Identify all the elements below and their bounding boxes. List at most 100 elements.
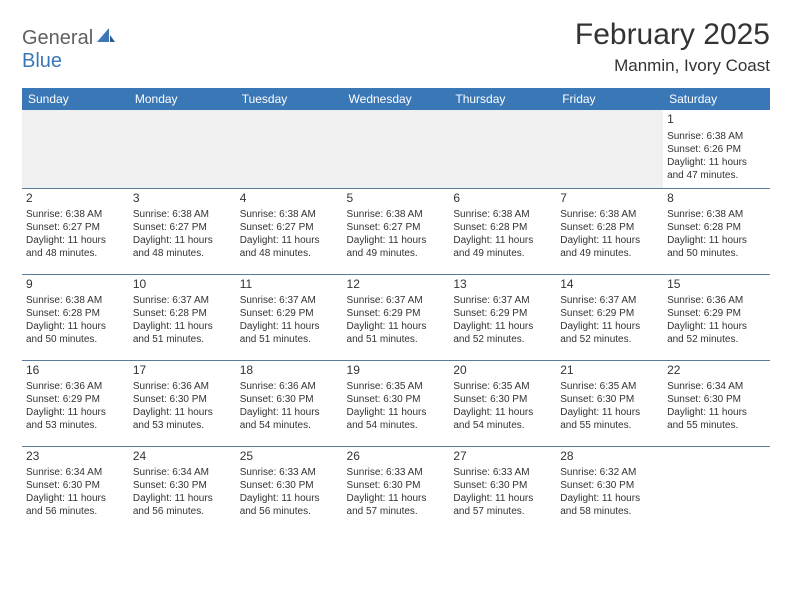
day-number: 7 bbox=[560, 191, 659, 207]
daylight-line: Daylight: 11 hours and 54 minutes. bbox=[240, 406, 339, 432]
calendar-cell: 4Sunrise: 6:38 AMSunset: 6:27 PMDaylight… bbox=[236, 188, 343, 274]
sunset-line: Sunset: 6:28 PM bbox=[453, 221, 552, 234]
day-number: 16 bbox=[26, 363, 125, 379]
daylight-line: Daylight: 11 hours and 50 minutes. bbox=[667, 234, 766, 260]
calendar-cell: 25Sunrise: 6:33 AMSunset: 6:30 PMDayligh… bbox=[236, 446, 343, 532]
logo-text: General Blue bbox=[22, 26, 117, 73]
daylight-line: Daylight: 11 hours and 57 minutes. bbox=[453, 492, 552, 518]
sunset-line: Sunset: 6:29 PM bbox=[453, 307, 552, 320]
sunset-line: Sunset: 6:30 PM bbox=[453, 479, 552, 492]
daylight-line: Daylight: 11 hours and 49 minutes. bbox=[560, 234, 659, 260]
day-number: 21 bbox=[560, 363, 659, 379]
day-number: 26 bbox=[347, 449, 446, 465]
calendar-week: 2Sunrise: 6:38 AMSunset: 6:27 PMDaylight… bbox=[22, 188, 770, 274]
day-number: 22 bbox=[667, 363, 766, 379]
day-number: 9 bbox=[26, 277, 125, 293]
sunrise-line: Sunrise: 6:34 AM bbox=[133, 466, 232, 479]
weekday-header: Friday bbox=[556, 88, 663, 110]
day-number: 5 bbox=[347, 191, 446, 207]
daylight-line: Daylight: 11 hours and 47 minutes. bbox=[667, 156, 766, 182]
daylight-line: Daylight: 11 hours and 52 minutes. bbox=[560, 320, 659, 346]
logo-word-blue: Blue bbox=[22, 50, 62, 72]
calendar-cell bbox=[343, 110, 450, 188]
calendar-cell: 9Sunrise: 6:38 AMSunset: 6:28 PMDaylight… bbox=[22, 274, 129, 360]
calendar-cell bbox=[22, 110, 129, 188]
calendar-cell bbox=[556, 110, 663, 188]
sunrise-line: Sunrise: 6:38 AM bbox=[26, 294, 125, 307]
calendar-cell: 27Sunrise: 6:33 AMSunset: 6:30 PMDayligh… bbox=[449, 446, 556, 532]
sunrise-line: Sunrise: 6:34 AM bbox=[26, 466, 125, 479]
calendar-cell: 26Sunrise: 6:33 AMSunset: 6:30 PMDayligh… bbox=[343, 446, 450, 532]
sunrise-line: Sunrise: 6:38 AM bbox=[560, 208, 659, 221]
sunset-line: Sunset: 6:26 PM bbox=[667, 143, 766, 156]
day-number: 13 bbox=[453, 277, 552, 293]
sunrise-line: Sunrise: 6:38 AM bbox=[667, 130, 766, 143]
sunrise-line: Sunrise: 6:38 AM bbox=[240, 208, 339, 221]
daylight-line: Daylight: 11 hours and 57 minutes. bbox=[347, 492, 446, 518]
sunset-line: Sunset: 6:30 PM bbox=[560, 393, 659, 406]
sunrise-line: Sunrise: 6:34 AM bbox=[667, 380, 766, 393]
sunset-line: Sunset: 6:29 PM bbox=[347, 307, 446, 320]
sunrise-line: Sunrise: 6:37 AM bbox=[240, 294, 339, 307]
calendar-cell: 2Sunrise: 6:38 AMSunset: 6:27 PMDaylight… bbox=[22, 188, 129, 274]
day-number: 11 bbox=[240, 277, 339, 293]
day-number: 12 bbox=[347, 277, 446, 293]
calendar-week: 23Sunrise: 6:34 AMSunset: 6:30 PMDayligh… bbox=[22, 446, 770, 532]
sunset-line: Sunset: 6:30 PM bbox=[347, 393, 446, 406]
title-block: February 2025 Manmin, Ivory Coast bbox=[575, 18, 770, 76]
daylight-line: Daylight: 11 hours and 55 minutes. bbox=[560, 406, 659, 432]
day-number: 19 bbox=[347, 363, 446, 379]
sunset-line: Sunset: 6:30 PM bbox=[133, 479, 232, 492]
daylight-line: Daylight: 11 hours and 56 minutes. bbox=[26, 492, 125, 518]
sunrise-line: Sunrise: 6:37 AM bbox=[453, 294, 552, 307]
day-number: 18 bbox=[240, 363, 339, 379]
sunrise-line: Sunrise: 6:33 AM bbox=[347, 466, 446, 479]
sunrise-line: Sunrise: 6:36 AM bbox=[240, 380, 339, 393]
calendar-cell bbox=[129, 110, 236, 188]
calendar-cell: 11Sunrise: 6:37 AMSunset: 6:29 PMDayligh… bbox=[236, 274, 343, 360]
sunset-line: Sunset: 6:28 PM bbox=[26, 307, 125, 320]
day-number: 20 bbox=[453, 363, 552, 379]
calendar-cell: 3Sunrise: 6:38 AMSunset: 6:27 PMDaylight… bbox=[129, 188, 236, 274]
sunrise-line: Sunrise: 6:35 AM bbox=[560, 380, 659, 393]
sunset-line: Sunset: 6:29 PM bbox=[26, 393, 125, 406]
weekday-header: Tuesday bbox=[236, 88, 343, 110]
sunrise-line: Sunrise: 6:38 AM bbox=[26, 208, 125, 221]
sunset-line: Sunset: 6:30 PM bbox=[240, 479, 339, 492]
daylight-line: Daylight: 11 hours and 49 minutes. bbox=[453, 234, 552, 260]
calendar-cell: 21Sunrise: 6:35 AMSunset: 6:30 PMDayligh… bbox=[556, 360, 663, 446]
calendar-cell: 20Sunrise: 6:35 AMSunset: 6:30 PMDayligh… bbox=[449, 360, 556, 446]
calendar-cell: 16Sunrise: 6:36 AMSunset: 6:29 PMDayligh… bbox=[22, 360, 129, 446]
calendar-cell: 14Sunrise: 6:37 AMSunset: 6:29 PMDayligh… bbox=[556, 274, 663, 360]
daylight-line: Daylight: 11 hours and 49 minutes. bbox=[347, 234, 446, 260]
logo: General Blue bbox=[22, 26, 117, 73]
sunset-line: Sunset: 6:27 PM bbox=[347, 221, 446, 234]
sunset-line: Sunset: 6:30 PM bbox=[133, 393, 232, 406]
calendar-week: 9Sunrise: 6:38 AMSunset: 6:28 PM Daylight… bbox=[22, 274, 770, 360]
daylight-line: Daylight: 11 hours and 54 minutes. bbox=[347, 406, 446, 432]
sunset-line: Sunset: 6:30 PM bbox=[560, 479, 659, 492]
day-number: 2 bbox=[26, 191, 125, 207]
calendar-cell: 23Sunrise: 6:34 AMSunset: 6:30 PMDayligh… bbox=[22, 446, 129, 532]
weekday-header: Wednesday bbox=[343, 88, 450, 110]
day-number: 27 bbox=[453, 449, 552, 465]
sunset-line: Sunset: 6:27 PM bbox=[240, 221, 339, 234]
header: General Blue February 2025 Manmin, Ivory… bbox=[22, 18, 770, 76]
daylight-line: Daylight: 11 hours and 56 minutes. bbox=[240, 492, 339, 518]
day-number: 25 bbox=[240, 449, 339, 465]
calendar-cell bbox=[449, 110, 556, 188]
day-number: 15 bbox=[667, 277, 766, 293]
weekday-header: Thursday bbox=[449, 88, 556, 110]
sunset-line: Sunset: 6:30 PM bbox=[453, 393, 552, 406]
day-number: 3 bbox=[133, 191, 232, 207]
daylight-line: Daylight: 11 hours and 51 minutes. bbox=[240, 320, 339, 346]
calendar-cell: 15Sunrise: 6:36 AMSunset: 6:29 PMDayligh… bbox=[663, 274, 770, 360]
day-number: 6 bbox=[453, 191, 552, 207]
calendar-cell: 18Sunrise: 6:36 AMSunset: 6:30 PMDayligh… bbox=[236, 360, 343, 446]
day-number: 28 bbox=[560, 449, 659, 465]
weekday-header: Monday bbox=[129, 88, 236, 110]
calendar-week: 1Sunrise: 6:38 AMSunset: 6:26 PMDaylight… bbox=[22, 110, 770, 188]
weekday-header: Sunday bbox=[22, 88, 129, 110]
calendar-cell: 8Sunrise: 6:38 AMSunset: 6:28 PMDaylight… bbox=[663, 188, 770, 274]
calendar-cell: 12Sunrise: 6:37 AMSunset: 6:29 PMDayligh… bbox=[343, 274, 450, 360]
